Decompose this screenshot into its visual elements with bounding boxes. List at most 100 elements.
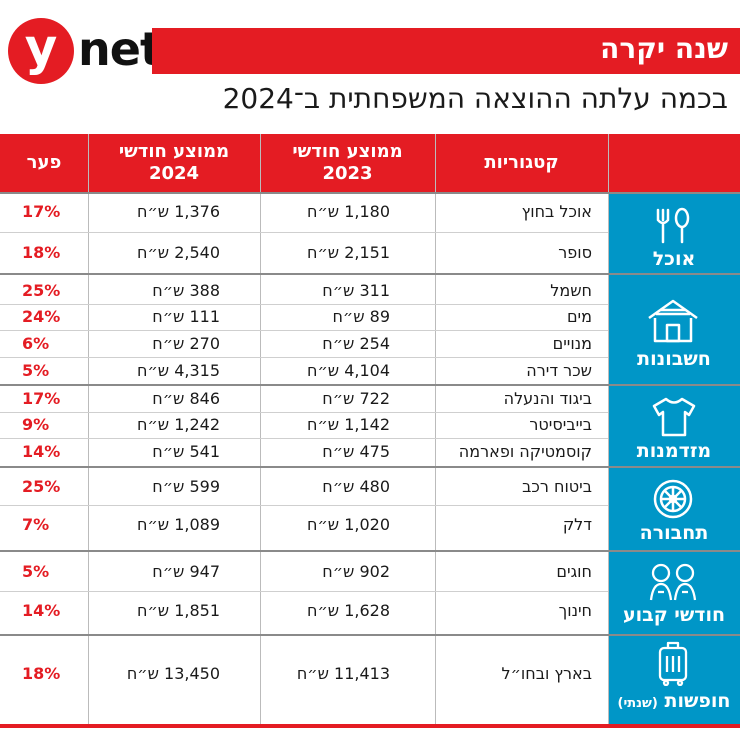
row-gap: 18% bbox=[22, 243, 61, 262]
row-avg2023: 902 ש״ח bbox=[322, 562, 390, 581]
group-label-occasional: מזדמנות bbox=[636, 440, 712, 462]
cutlery-icon bbox=[656, 207, 690, 244]
row-divider bbox=[0, 412, 608, 413]
title-bar: שנה יקרה bbox=[152, 28, 740, 74]
bottom-accent-bar bbox=[0, 724, 740, 728]
column-divider bbox=[608, 134, 609, 724]
header-avg2023-line2: 2023 bbox=[322, 163, 373, 184]
suitcase-icon bbox=[658, 641, 688, 686]
group-divider bbox=[0, 466, 740, 468]
row-gap: 14% bbox=[22, 442, 61, 461]
row-category: בייביסיטר bbox=[529, 415, 592, 434]
row-gap: 7% bbox=[22, 515, 50, 534]
row-gap: 25% bbox=[22, 281, 61, 300]
group-divider bbox=[0, 634, 740, 636]
row-avg2023: 480 ש״ח bbox=[322, 477, 390, 496]
row-category: אוכל בחוץ bbox=[521, 202, 592, 221]
row-gap: 17% bbox=[22, 202, 61, 221]
row-avg2024: 111 ש״ח bbox=[152, 307, 220, 326]
header-category-label: קטגוריות bbox=[484, 152, 559, 173]
header-gap: פער bbox=[0, 134, 88, 192]
row-category: חינוך bbox=[558, 601, 592, 620]
group-label-vacations: חופשות (שנתי) bbox=[617, 690, 731, 712]
row-avg2024: 599 ש״ח bbox=[152, 477, 220, 496]
group-label-monthly-fixed: חודשי קבוע bbox=[622, 604, 726, 626]
row-gap: 17% bbox=[22, 389, 61, 408]
row-divider bbox=[0, 357, 608, 358]
row-avg2023: 1,628 ש״ח bbox=[307, 601, 390, 620]
row-category: חשמל bbox=[550, 281, 592, 300]
row-avg2024: 2,540 ש״ח bbox=[137, 243, 220, 262]
table-header: קטגוריות ממוצע חודשי 2023 ממוצע חודשי 20… bbox=[0, 134, 740, 192]
group-divider bbox=[0, 550, 740, 552]
tshirt-icon bbox=[652, 397, 696, 437]
header-avg2023-line1: ממוצע חודשי bbox=[292, 141, 403, 162]
group-divider bbox=[0, 192, 740, 194]
row-category: סופר bbox=[558, 243, 592, 262]
row-gap: 24% bbox=[22, 307, 61, 326]
row-avg2023: 2,151 ש״ח bbox=[307, 243, 390, 262]
row-divider bbox=[0, 304, 608, 305]
row-divider bbox=[0, 232, 608, 233]
row-avg2024: 541 ש״ח bbox=[152, 442, 220, 461]
row-avg2023: 311 ש״ח bbox=[322, 281, 390, 300]
chart-subtitle: בכמה עלתה ההוצאה המשפחתית ב־2024 bbox=[222, 82, 728, 115]
row-avg2024: 13,450 ש״ח bbox=[126, 664, 220, 683]
row-gap: 25% bbox=[22, 477, 61, 496]
row-avg2023: 4,104 ש״ח bbox=[307, 361, 390, 380]
row-avg2024: 4,315 ש״ח bbox=[137, 361, 220, 380]
row-gap: 6% bbox=[22, 334, 50, 353]
row-avg2023: 1,020 ש״ח bbox=[307, 515, 390, 534]
row-category: דלק bbox=[562, 515, 592, 534]
ynet-logo: y net bbox=[8, 18, 162, 84]
row-avg2024: 270 ש״ח bbox=[152, 334, 220, 353]
header-category: קטגוריות bbox=[435, 134, 608, 192]
row-divider bbox=[0, 591, 608, 592]
header-avg2024-line2: 2024 bbox=[148, 163, 200, 184]
group-label-vacations-annual: (שנתי) bbox=[617, 696, 658, 711]
row-avg2023: 475 ש״ח bbox=[322, 442, 390, 461]
row-category: שכר דירה bbox=[526, 361, 592, 380]
row-gap: 18% bbox=[22, 664, 61, 683]
row-gap: 14% bbox=[22, 601, 61, 620]
row-divider bbox=[0, 505, 608, 506]
row-avg2024: 388 ש״ח bbox=[152, 281, 220, 300]
header-avg2023: ממוצע חודשי 2023 bbox=[260, 134, 435, 192]
column-divider bbox=[435, 134, 436, 724]
row-category: ביטוח רכב bbox=[522, 477, 592, 496]
children-icon bbox=[649, 563, 697, 601]
row-category: מים bbox=[566, 307, 592, 326]
row-divider bbox=[0, 438, 608, 439]
column-divider bbox=[88, 134, 89, 724]
column-divider bbox=[260, 134, 261, 724]
group-divider bbox=[0, 384, 740, 386]
logo-y: y bbox=[8, 18, 74, 84]
house-icon bbox=[648, 299, 698, 343]
group-label-transport: תחבורה bbox=[639, 522, 709, 544]
row-gap: 9% bbox=[22, 415, 50, 434]
row-avg2024: 947 ש״ח bbox=[152, 562, 220, 581]
row-avg2024: 1,089 ש״ח bbox=[137, 515, 220, 534]
row-avg2024: 1,851 ש״ח bbox=[137, 601, 220, 620]
logo-net: net bbox=[78, 22, 162, 76]
row-category: קוסמטיקה ופארמה bbox=[458, 442, 592, 461]
row-category: בארץ ובחו״ל bbox=[501, 664, 592, 683]
header-gap-label: פער bbox=[26, 152, 62, 173]
row-avg2023: 89 ש״ח bbox=[332, 307, 390, 326]
row-category: מנויים bbox=[552, 334, 592, 353]
row-category: ביגוד והנעלה bbox=[503, 389, 592, 408]
row-divider bbox=[0, 330, 608, 331]
row-avg2024: 1,242 ש״ח bbox=[137, 415, 220, 434]
row-avg2024: 846 ש״ח bbox=[152, 389, 220, 408]
group-label-bills: חשבונות bbox=[637, 348, 711, 370]
row-avg2023: 254 ש״ח bbox=[322, 334, 390, 353]
header-avg2024: ממוצע חודשי 2024 bbox=[88, 134, 260, 192]
row-category: חוגים bbox=[556, 562, 592, 581]
row-gap: 5% bbox=[22, 361, 50, 380]
chart-title: שנה יקרה bbox=[600, 32, 728, 65]
row-avg2023: 722 ש״ח bbox=[322, 389, 390, 408]
row-avg2024: 1,376 ש״ח bbox=[137, 202, 220, 221]
group-divider bbox=[0, 273, 740, 275]
row-avg2023: 1,180 ש״ח bbox=[307, 202, 390, 221]
group-label-food: אוכל bbox=[652, 248, 696, 270]
